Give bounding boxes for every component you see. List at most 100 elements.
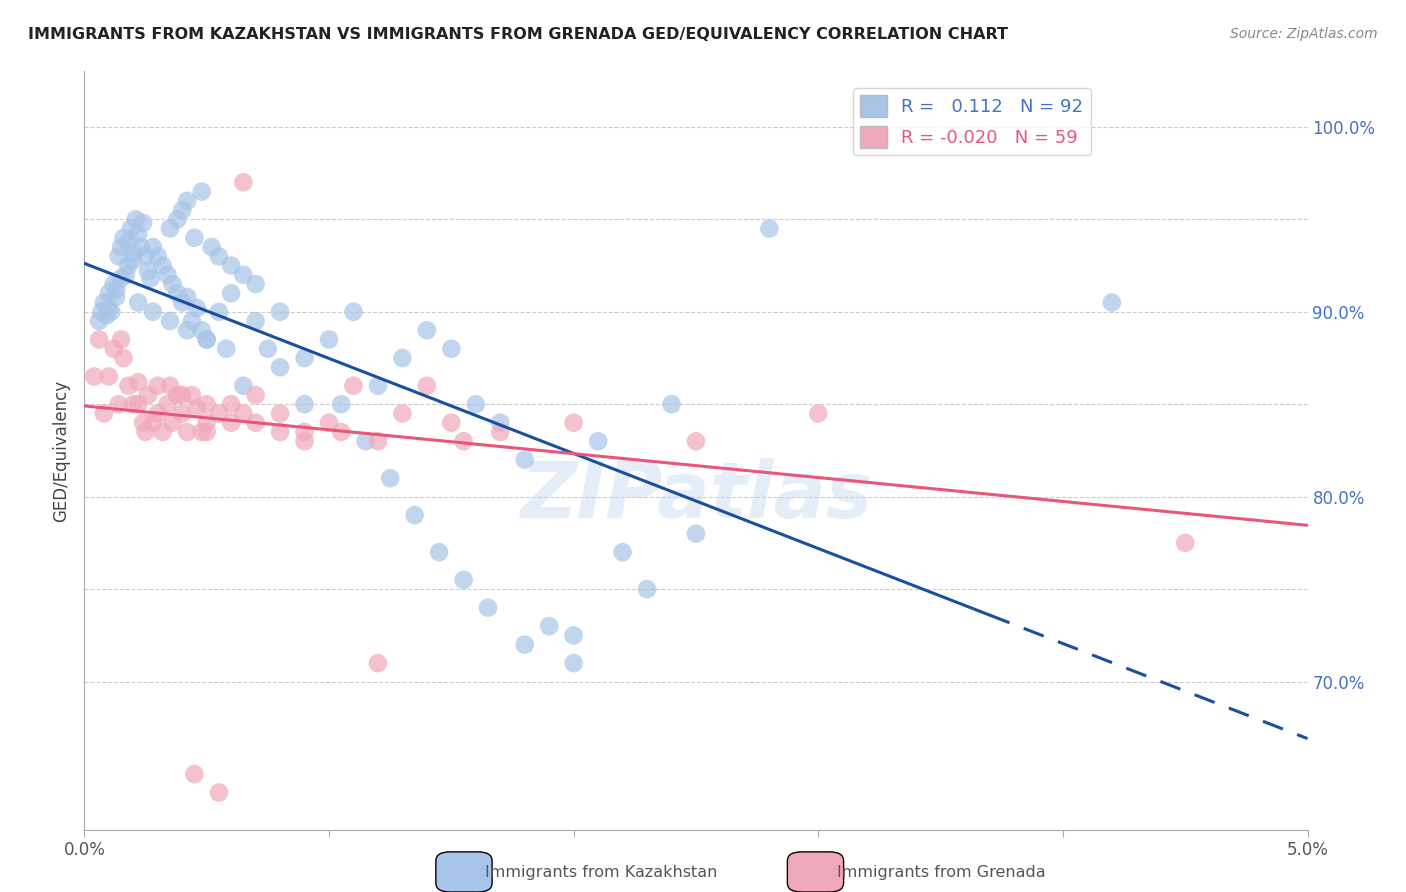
Point xyxy=(146,407,169,421)
Point xyxy=(219,397,242,411)
Point xyxy=(232,407,254,421)
Point xyxy=(294,425,316,439)
Point xyxy=(156,397,179,411)
Point xyxy=(110,271,132,285)
Point xyxy=(195,333,218,347)
Point xyxy=(100,305,122,319)
Point xyxy=(208,249,231,263)
Point xyxy=(195,425,218,439)
Point xyxy=(146,378,169,392)
Point xyxy=(93,295,115,310)
Point xyxy=(107,397,129,411)
Point xyxy=(115,268,138,282)
Point xyxy=(1174,536,1197,550)
Point xyxy=(87,314,110,328)
Point xyxy=(90,305,112,319)
Point xyxy=(112,351,135,365)
Point xyxy=(391,407,413,421)
Point xyxy=(586,434,609,449)
Point xyxy=(136,388,159,402)
Point xyxy=(661,397,683,411)
Point xyxy=(269,407,291,421)
Point xyxy=(513,452,536,467)
Point xyxy=(181,388,204,402)
Point xyxy=(136,264,159,278)
Point xyxy=(139,271,162,285)
Point xyxy=(166,286,188,301)
Point xyxy=(513,638,536,652)
Point xyxy=(135,425,157,439)
Point xyxy=(416,323,439,337)
Point xyxy=(127,397,149,411)
Point xyxy=(110,240,132,254)
Point xyxy=(97,301,120,315)
Point xyxy=(330,397,353,411)
Point xyxy=(142,416,165,430)
Point xyxy=(142,305,165,319)
Point xyxy=(107,249,129,263)
Point xyxy=(96,309,118,323)
Point xyxy=(440,416,463,430)
Point xyxy=(132,216,155,230)
Point xyxy=(112,231,135,245)
Point xyxy=(103,342,125,356)
Point xyxy=(232,378,254,392)
Point xyxy=(208,786,231,800)
Point xyxy=(162,277,184,291)
Point xyxy=(191,323,214,337)
Point xyxy=(132,416,155,430)
Point xyxy=(83,369,105,384)
Point xyxy=(612,545,634,559)
Point xyxy=(97,286,120,301)
Point xyxy=(87,333,110,347)
Point xyxy=(172,295,194,310)
Point xyxy=(159,314,181,328)
Point xyxy=(172,202,194,217)
Point xyxy=(117,235,139,249)
Point xyxy=(172,407,194,421)
Point xyxy=(1101,295,1123,310)
Text: IMMIGRANTS FROM KAZAKHSTAN VS IMMIGRANTS FROM GRENADA GED/EQUIVALENCY CORRELATIO: IMMIGRANTS FROM KAZAKHSTAN VS IMMIGRANTS… xyxy=(28,27,1008,42)
Point xyxy=(562,628,585,642)
Point xyxy=(219,416,242,430)
Point xyxy=(152,259,174,273)
Point xyxy=(245,277,267,291)
Point xyxy=(127,375,149,389)
Point xyxy=(183,231,205,245)
Point xyxy=(159,378,181,392)
Text: Immigrants from Kazakhstan: Immigrants from Kazakhstan xyxy=(485,865,717,880)
Point xyxy=(117,378,139,392)
Point xyxy=(200,240,222,254)
Point xyxy=(166,388,188,402)
Point xyxy=(219,286,242,301)
Point xyxy=(97,369,120,384)
Point xyxy=(562,416,585,430)
Point xyxy=(162,416,184,430)
Point xyxy=(342,378,364,392)
Point xyxy=(464,397,486,411)
Point xyxy=(354,434,377,449)
Point xyxy=(176,290,198,304)
Point xyxy=(685,434,707,449)
Point xyxy=(453,573,475,587)
Point xyxy=(122,397,145,411)
Point xyxy=(122,245,145,260)
Point xyxy=(195,416,218,430)
Point xyxy=(172,388,194,402)
Point xyxy=(269,425,291,439)
Y-axis label: GED/Equivalency: GED/Equivalency xyxy=(52,379,70,522)
Point xyxy=(186,301,208,315)
Point xyxy=(380,471,402,485)
Point xyxy=(257,342,280,356)
Point xyxy=(117,259,139,273)
Point xyxy=(440,342,463,356)
Point xyxy=(156,268,179,282)
Point xyxy=(195,333,218,347)
Point xyxy=(127,227,149,241)
Point xyxy=(807,407,830,421)
Point xyxy=(318,416,340,430)
Point xyxy=(191,185,214,199)
Point xyxy=(152,425,174,439)
Point xyxy=(453,434,475,449)
Text: Source: ZipAtlas.com: Source: ZipAtlas.com xyxy=(1230,27,1378,41)
